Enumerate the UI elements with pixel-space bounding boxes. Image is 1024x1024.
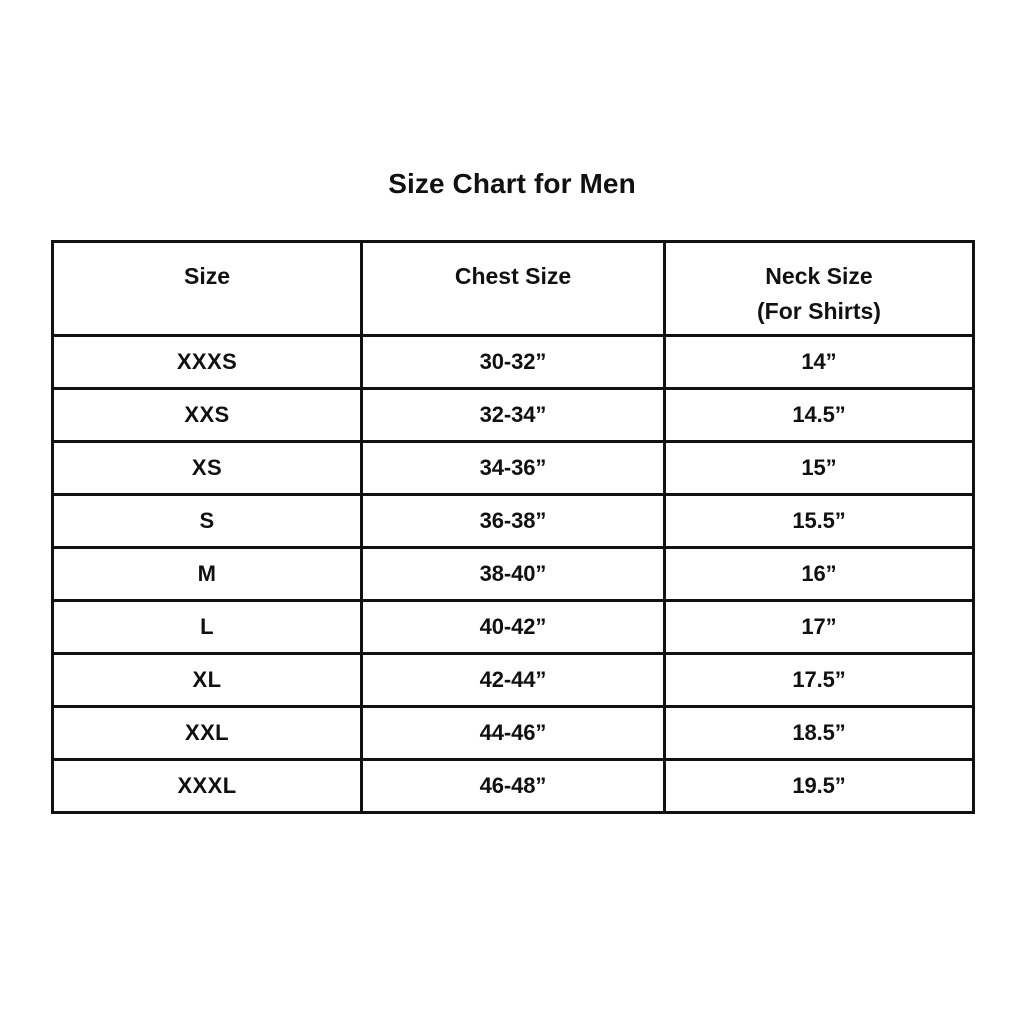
cell-size: M (51, 546, 363, 602)
table-row: S 36-38” 15.5” (51, 493, 975, 549)
table-row: XXXS 30-32” 14” (51, 334, 975, 390)
table-row: L 40-42” 17” (51, 599, 975, 655)
cell-neck: 15.5” (663, 493, 975, 549)
cell-neck: 19.5” (663, 758, 975, 814)
table-row: M 38-40” 16” (51, 546, 975, 602)
cell-size: S (51, 493, 363, 549)
cell-neck: 14.5” (663, 387, 975, 443)
cell-size: XXS (51, 387, 363, 443)
table-header: Size Chest Size Neck Size (For Shirts) (51, 240, 975, 337)
table-row: XS 34-36” 15” (51, 440, 975, 496)
cell-neck: 17.5” (663, 652, 975, 708)
table-row: XXL 44-46” 18.5” (51, 705, 975, 761)
column-header-chest-size-label: Chest Size (454, 263, 572, 289)
cell-neck: 14” (663, 334, 975, 390)
table-row: XXS 32-34” 14.5” (51, 387, 975, 443)
cell-chest: 44-46” (360, 705, 666, 761)
table-row: XXXL 46-48” 19.5” (51, 758, 975, 814)
cell-neck: 16” (663, 546, 975, 602)
cell-chest: 36-38” (360, 493, 666, 549)
column-header-chest-size: Chest Size (360, 240, 666, 337)
cell-chest: 30-32” (360, 334, 666, 390)
column-header-neck-size: Neck Size (For Shirts) (663, 240, 975, 337)
cell-chest: 38-40” (360, 546, 666, 602)
column-header-size: Size (51, 240, 363, 337)
cell-chest: 42-44” (360, 652, 666, 708)
size-chart-table: Size Chest Size Neck Size (For Shirts) X… (51, 240, 975, 814)
cell-neck: 17” (663, 599, 975, 655)
table-body: XXXS 30-32” 14” XXS 32-34” 14.5” XS 34-3… (51, 334, 975, 814)
cell-size: XXXS (51, 334, 363, 390)
column-header-size-label: Size (183, 263, 231, 289)
column-header-neck-size-label: Neck Size (765, 263, 873, 289)
cell-size: XS (51, 440, 363, 496)
cell-chest: 32-34” (360, 387, 666, 443)
cell-size: XXXL (51, 758, 363, 814)
column-header-neck-size-sublabel: (For Shirts) (757, 298, 881, 324)
table-row: XL 42-44” 17.5” (51, 652, 975, 708)
cell-size: XXL (51, 705, 363, 761)
page-title: Size Chart for Men (388, 168, 636, 199)
cell-chest: 34-36” (360, 440, 666, 496)
cell-size: XL (51, 652, 363, 708)
cell-neck: 15” (663, 440, 975, 496)
cell-neck: 18.5” (663, 705, 975, 761)
header-row: Size Chest Size Neck Size (For Shirts) (51, 240, 975, 337)
cell-chest: 46-48” (360, 758, 666, 814)
cell-size: L (51, 599, 363, 655)
cell-chest: 40-42” (360, 599, 666, 655)
